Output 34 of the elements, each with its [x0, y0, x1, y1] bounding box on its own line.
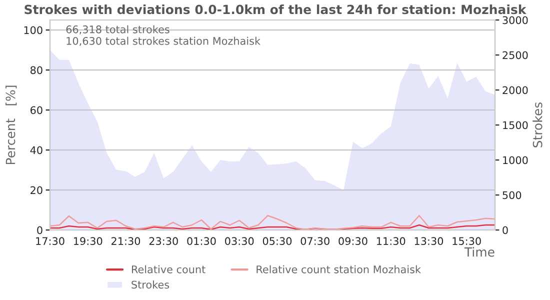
x-tick-label: 05:30	[262, 237, 292, 246]
legend-label: Strokes	[132, 280, 170, 289]
y-tick-label: 0	[37, 226, 42, 234]
y2-tick-label: 0	[502, 226, 508, 234]
x-tick-label: 09:30	[338, 237, 368, 246]
x-tick-label: 13:30	[414, 237, 444, 246]
x-tick-label: 03:30	[225, 237, 254, 246]
annotation: 66,318 total strokes	[66, 25, 170, 34]
y-tick-label: 80	[30, 66, 42, 74]
x-axis-title: Time	[464, 247, 494, 257]
legend-label: Relative count	[132, 265, 206, 274]
y-tick-label: 20	[30, 186, 42, 194]
y2-tick-label: 1000	[503, 156, 528, 164]
y-tick-label: 60	[30, 106, 42, 114]
y-tick-label: 100	[24, 26, 42, 34]
y2-axis-title: Strokes	[532, 102, 542, 148]
legend-label: Relative count station Mozhaisk	[256, 265, 421, 274]
y2-tick-label: 500	[502, 191, 522, 200]
y2-tick-label: 2500	[502, 51, 528, 60]
x-tick-label: 07:30	[300, 237, 330, 246]
x-tick-label: 17:30	[36, 237, 64, 246]
x-tick-label: 01:30	[187, 237, 216, 246]
y2-tick-label: 1500	[503, 121, 528, 130]
x-tick-label: 19:30	[74, 237, 102, 246]
x-tick-label: 15:30	[452, 237, 481, 246]
x-tick-label: 23:30	[149, 237, 178, 246]
x-tick-label: 11:30	[376, 237, 406, 246]
annotation: 10,630 total strokes station Mozhaisk	[66, 36, 260, 46]
y2-tick-label: 3000	[502, 16, 528, 24]
y-axis-title: Percent [%]	[6, 86, 17, 164]
y-tick-label: 40	[30, 146, 42, 154]
y2-tick-label: 2000	[502, 86, 528, 94]
chart-title: Strokes with deviations 0.0-1.0km of the last 24h for station: Mozhaisk	[24, 4, 526, 14]
x-tick-label: 21:30	[112, 237, 140, 246]
